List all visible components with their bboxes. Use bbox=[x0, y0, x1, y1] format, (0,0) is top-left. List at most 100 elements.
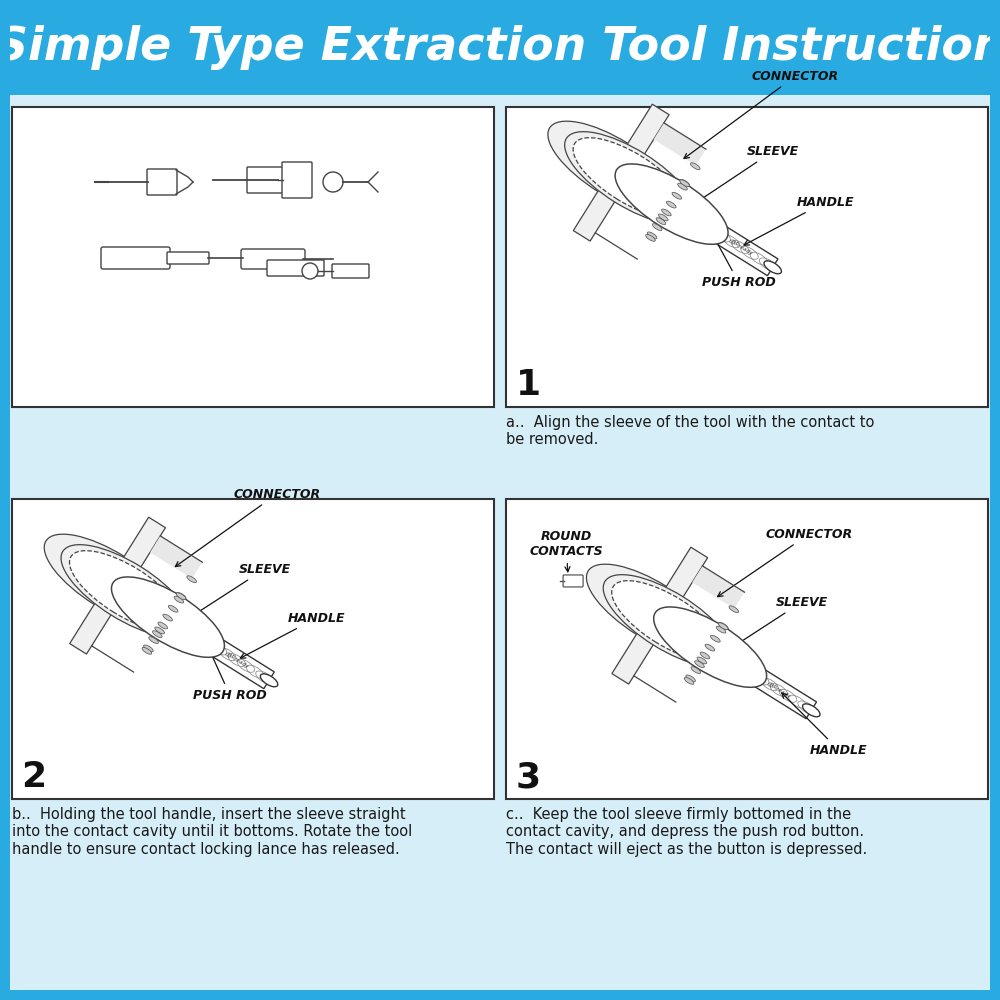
FancyBboxPatch shape bbox=[241, 249, 305, 269]
Ellipse shape bbox=[158, 622, 168, 629]
Text: a..  Align the sleeve of the tool with the contact to
be removed.: a.. Align the sleeve of the tool with th… bbox=[506, 415, 874, 447]
Ellipse shape bbox=[680, 179, 690, 186]
Polygon shape bbox=[669, 201, 697, 222]
Ellipse shape bbox=[69, 551, 182, 631]
Ellipse shape bbox=[700, 652, 710, 659]
Polygon shape bbox=[191, 626, 219, 655]
Ellipse shape bbox=[746, 668, 765, 683]
Bar bbox=[506, 107, 988, 407]
Ellipse shape bbox=[691, 215, 710, 229]
Text: PUSH ROD: PUSH ROD bbox=[193, 644, 267, 702]
Ellipse shape bbox=[142, 647, 152, 654]
Polygon shape bbox=[573, 104, 669, 241]
Polygon shape bbox=[166, 614, 193, 635]
Ellipse shape bbox=[691, 667, 701, 674]
Ellipse shape bbox=[176, 593, 186, 600]
Ellipse shape bbox=[654, 607, 767, 687]
Ellipse shape bbox=[260, 674, 278, 687]
Bar bbox=[0, 990, 1000, 1000]
Text: SLEEVE: SLEEVE bbox=[687, 145, 799, 209]
Ellipse shape bbox=[174, 596, 184, 603]
Text: b..  Holding the tool handle, insert the sleeve straight
into the contact cavity: b.. Holding the tool handle, insert the … bbox=[12, 807, 412, 857]
Polygon shape bbox=[694, 213, 723, 242]
Ellipse shape bbox=[666, 201, 676, 208]
Ellipse shape bbox=[658, 214, 668, 221]
Text: HANDLE: HANDLE bbox=[744, 196, 854, 245]
Ellipse shape bbox=[44, 534, 174, 627]
Ellipse shape bbox=[716, 626, 726, 633]
Ellipse shape bbox=[187, 576, 196, 583]
Polygon shape bbox=[70, 517, 165, 654]
Polygon shape bbox=[676, 624, 740, 668]
Ellipse shape bbox=[603, 575, 733, 667]
Ellipse shape bbox=[718, 623, 728, 630]
Ellipse shape bbox=[662, 209, 671, 216]
Ellipse shape bbox=[615, 164, 728, 244]
Text: CONNECTOR: CONNECTOR bbox=[718, 528, 853, 597]
Text: 2: 2 bbox=[21, 760, 47, 794]
Bar bbox=[12, 499, 494, 799]
Ellipse shape bbox=[803, 704, 820, 717]
FancyBboxPatch shape bbox=[101, 247, 170, 269]
Ellipse shape bbox=[680, 180, 689, 187]
Ellipse shape bbox=[302, 263, 318, 279]
Ellipse shape bbox=[656, 218, 666, 225]
Ellipse shape bbox=[612, 581, 725, 661]
Ellipse shape bbox=[705, 644, 715, 651]
Ellipse shape bbox=[646, 234, 655, 241]
Text: @JRready: @JRready bbox=[224, 651, 250, 669]
FancyBboxPatch shape bbox=[167, 252, 209, 264]
Text: c..  Keep the tool sleeve firmly bottomed in the
contact cavity, and depress the: c.. Keep the tool sleeve firmly bottomed… bbox=[506, 807, 867, 857]
Ellipse shape bbox=[686, 675, 695, 682]
Text: HANDLE: HANDLE bbox=[782, 693, 868, 757]
Text: Simple Type Extraction Tool Instruction: Simple Type Extraction Tool Instruction bbox=[0, 25, 1000, 70]
Ellipse shape bbox=[163, 614, 172, 621]
FancyBboxPatch shape bbox=[267, 260, 324, 276]
Polygon shape bbox=[708, 644, 735, 665]
Bar bbox=[990, 0, 1000, 1000]
Ellipse shape bbox=[647, 232, 657, 239]
FancyBboxPatch shape bbox=[247, 167, 284, 193]
Polygon shape bbox=[692, 566, 744, 609]
Ellipse shape bbox=[707, 225, 727, 240]
Bar bbox=[506, 499, 988, 799]
Text: 3: 3 bbox=[515, 760, 541, 794]
Ellipse shape bbox=[738, 663, 755, 676]
Text: SLEEVE: SLEEVE bbox=[725, 596, 828, 652]
Ellipse shape bbox=[652, 224, 662, 231]
FancyBboxPatch shape bbox=[332, 264, 369, 278]
Polygon shape bbox=[612, 547, 708, 684]
Ellipse shape bbox=[153, 631, 162, 638]
Ellipse shape bbox=[144, 645, 153, 652]
Ellipse shape bbox=[695, 661, 704, 668]
Ellipse shape bbox=[684, 677, 694, 684]
Ellipse shape bbox=[672, 192, 682, 199]
Ellipse shape bbox=[204, 638, 223, 653]
Ellipse shape bbox=[711, 635, 720, 642]
Polygon shape bbox=[733, 656, 761, 685]
Ellipse shape bbox=[697, 657, 707, 664]
Text: PUSH ROD: PUSH ROD bbox=[702, 231, 775, 289]
Polygon shape bbox=[199, 631, 274, 689]
Text: CONNECTOR: CONNECTOR bbox=[175, 488, 321, 567]
Text: ROUND
CONTACTS: ROUND CONTACTS bbox=[529, 530, 603, 572]
Bar bbox=[0, 0, 10, 1000]
Ellipse shape bbox=[176, 592, 186, 599]
FancyBboxPatch shape bbox=[147, 169, 177, 195]
Ellipse shape bbox=[111, 577, 224, 657]
Ellipse shape bbox=[565, 132, 695, 224]
Ellipse shape bbox=[187, 628, 206, 642]
FancyBboxPatch shape bbox=[563, 575, 583, 587]
Ellipse shape bbox=[195, 633, 213, 646]
Ellipse shape bbox=[729, 606, 739, 613]
Text: @JRready: @JRready bbox=[766, 681, 792, 699]
Polygon shape bbox=[150, 536, 202, 579]
Ellipse shape bbox=[678, 183, 687, 190]
Ellipse shape bbox=[764, 261, 781, 274]
FancyBboxPatch shape bbox=[282, 162, 312, 198]
Ellipse shape bbox=[155, 627, 164, 634]
Polygon shape bbox=[134, 594, 198, 638]
Polygon shape bbox=[654, 123, 706, 166]
Ellipse shape bbox=[61, 545, 191, 637]
Text: @JRready: @JRready bbox=[727, 238, 753, 256]
